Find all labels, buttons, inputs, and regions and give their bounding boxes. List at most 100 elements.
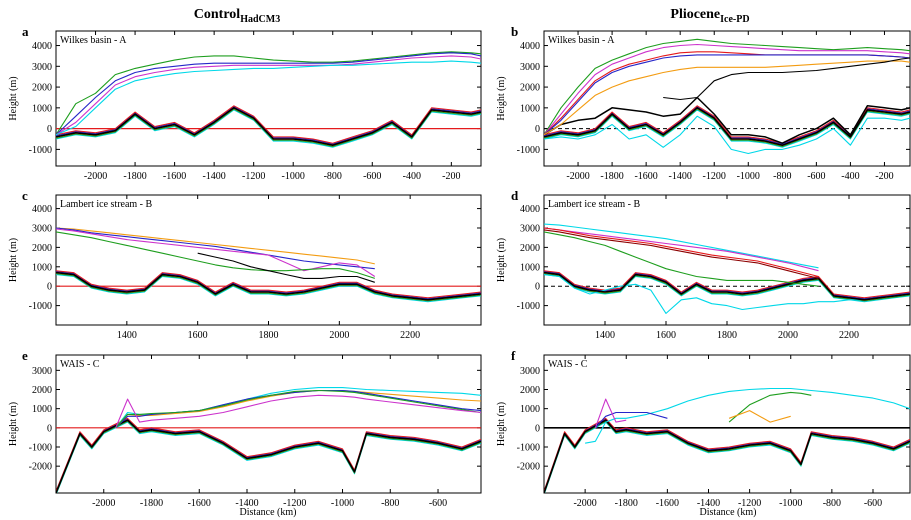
panel-label: Wilkes basin - A: [548, 35, 615, 46]
y-tick-label: 1000: [32, 262, 52, 273]
panel-c: -1000 0 1000 2000 3000 4000 1400 1600 1800 2000 22…: [8, 188, 482, 341]
surface-line-cyan: [585, 387, 910, 444]
bed-line-green: [544, 273, 910, 302]
y-tick-label: 0: [535, 124, 540, 135]
x-tick-label: -800: [773, 171, 791, 182]
y-tick-label: 0: [535, 423, 540, 434]
y-tick-label: 4000: [32, 41, 52, 52]
x-tick-label: -1600: [163, 171, 186, 182]
surface-line-darkred: [544, 229, 819, 279]
x-tick-label: 1800: [259, 330, 279, 341]
bed-line-blue: [56, 270, 481, 300]
surface-line-orange: [544, 60, 910, 136]
surface-line-purple: [115, 394, 481, 429]
surface-line-purple: [56, 228, 376, 277]
panel-letter: b: [511, 24, 518, 39]
x-tick-label: -600: [429, 498, 447, 509]
surface-line-blue: [56, 52, 481, 136]
x-tick-label: -1000: [331, 498, 354, 509]
panel-b: -1000 0 1000 2000 3000 4000 -2000 -1800 -1600 -14…: [496, 24, 911, 182]
x-tick-label: 1400: [117, 330, 137, 341]
x-tick-label: -2000: [566, 171, 589, 182]
x-tick-label: -600: [363, 171, 381, 182]
panel-e: -2000 -1000 0 1000 2000 3000 -2000 -1800 -1600 -1…: [8, 348, 482, 509]
x-tick-label: 1600: [188, 330, 208, 341]
surface-line-cyan: [544, 223, 819, 269]
plot-frame: [55, 194, 482, 326]
panel-letter: a: [22, 24, 29, 39]
y-tick-label: 1000: [520, 404, 540, 415]
x-tick-label: -1000: [737, 171, 760, 182]
bed-line-cyan: [544, 421, 910, 493]
ylabel: Height (m): [8, 402, 19, 446]
y-tick-label: 3000: [520, 366, 540, 377]
x-tick-label: -1200: [283, 498, 306, 509]
surface-line-purple: [544, 227, 819, 272]
plot-area: [544, 38, 910, 155]
y-tick-label: 0: [535, 282, 540, 293]
plot-frame: [55, 30, 482, 167]
title-left: ControlHadCM3: [194, 7, 280, 25]
x-tick-label: -1800: [615, 498, 638, 509]
y-tick-label: 0: [47, 124, 52, 135]
y-tick-label: 3000: [520, 62, 540, 73]
y-tick-label: 0: [47, 423, 52, 434]
panel-letter: c: [22, 188, 28, 203]
y-tick-label: -2000: [517, 462, 540, 473]
surface-line-blue: [115, 389, 481, 429]
bed-line-purple: [544, 419, 910, 493]
x-tick-label: -1600: [188, 498, 211, 509]
bed-line-blue: [56, 418, 481, 493]
x-tick-label: 2200: [839, 330, 859, 341]
x-tick-label: -1200: [703, 171, 726, 182]
ylabel: Height (m): [8, 238, 19, 282]
y-tick-label: 2000: [32, 83, 52, 94]
bed-line-orange: [544, 420, 910, 493]
cyan-bed-line: [544, 115, 910, 155]
plot-area: [544, 387, 910, 493]
panel-label: WAIS - C: [548, 359, 588, 370]
x-tick-label: -400: [403, 171, 421, 182]
y-tick-label: 2000: [520, 83, 540, 94]
y-tick-label: 2000: [32, 385, 52, 396]
y-tick-label: 4000: [520, 204, 540, 215]
bed-line-black: [544, 271, 910, 301]
surface-line-green: [728, 391, 812, 423]
plot-frame: [543, 354, 911, 494]
x-tick-label: -1400: [697, 498, 720, 509]
x-tick-label: -1200: [738, 498, 761, 509]
bed-line-cyan: [56, 274, 481, 303]
surface-line-red: [544, 227, 819, 278]
bed-line-cyan: [56, 421, 481, 493]
y-tick-label: 3000: [32, 223, 52, 234]
y-tick-label: 0: [47, 282, 52, 293]
y-tick-label: 3000: [32, 62, 52, 73]
x-tick-label: -600: [864, 498, 882, 509]
surface-line-blue: [544, 54, 910, 136]
y-tick-label: -1000: [29, 301, 52, 312]
y-tick-label: 3000: [520, 223, 540, 234]
x-tick-label: -1400: [669, 171, 692, 182]
x-tick-label: -200: [442, 171, 460, 182]
x-tick-label: -1400: [202, 171, 225, 182]
panel-a: -1000 0 1000 2000 3000 4000 -2000 -1800 -1600 -14…: [8, 24, 482, 182]
bed-line-black: [544, 107, 910, 146]
surface-line-purple: [544, 43, 910, 136]
plot-frame: [55, 354, 482, 494]
ylabel: Height (m): [496, 76, 507, 120]
y-tick-label: 1000: [520, 103, 540, 114]
ylabel: Height (m): [8, 76, 19, 120]
panel-label: Lambert ice stream - B: [548, 199, 641, 210]
surface-line-blue: [594, 411, 668, 429]
x-tick-label: -1800: [140, 498, 163, 509]
x-tick-label: -600: [807, 171, 825, 182]
x-tick-label: 1600: [656, 330, 676, 341]
x-tick-label: -1400: [235, 498, 258, 509]
bed-line-red: [56, 105, 481, 144]
x-tick-label: -1000: [779, 498, 802, 509]
surface-line-green: [544, 231, 819, 287]
surface-line-blue: [56, 227, 375, 270]
cyan-bed-line: [544, 274, 910, 314]
